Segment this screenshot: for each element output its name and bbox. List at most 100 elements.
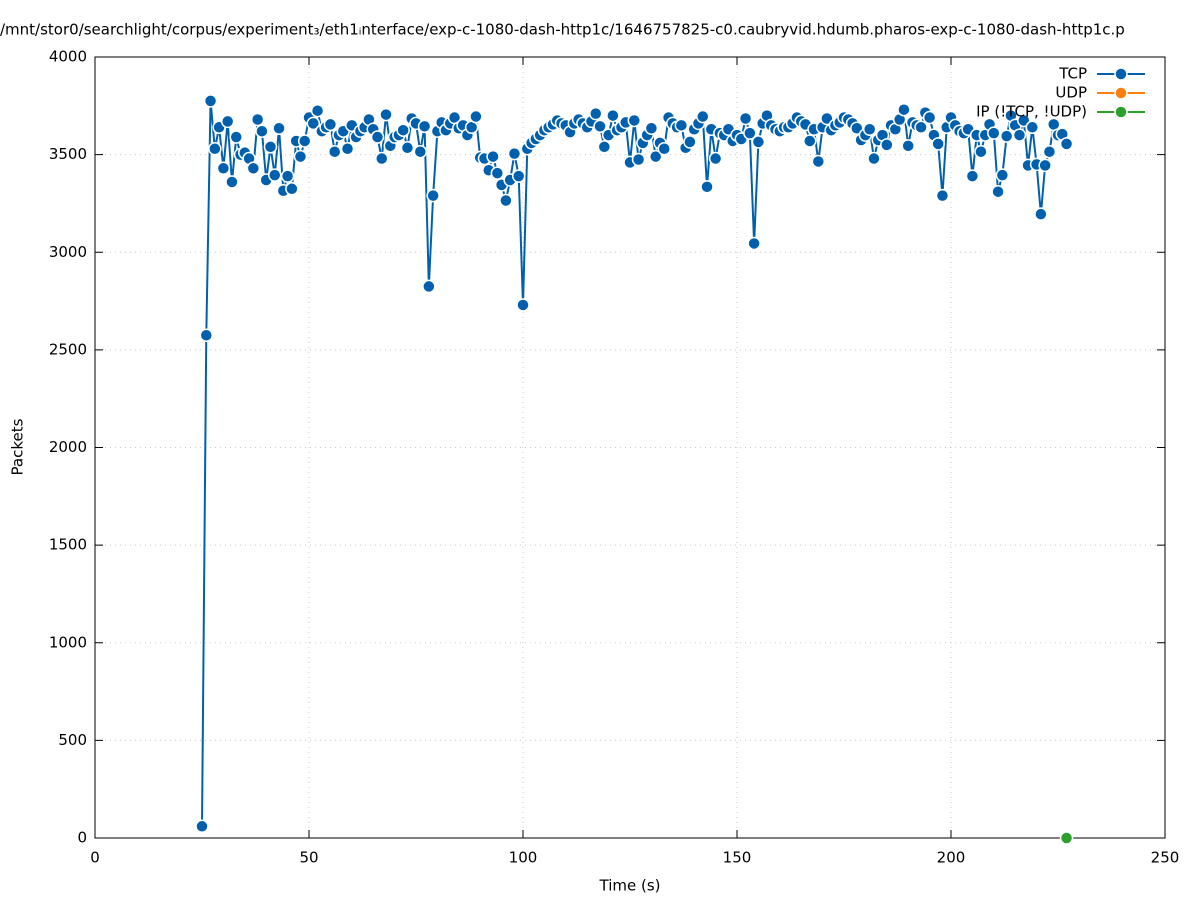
- legend-label: TCP: [1058, 65, 1087, 83]
- x-tick-label: 50: [299, 849, 318, 867]
- y-tick-label: 4000: [49, 48, 87, 66]
- data-point: [867, 151, 881, 166]
- data-point: [1034, 207, 1048, 221]
- legend-marker: [1114, 67, 1128, 81]
- data-point: [1025, 120, 1040, 135]
- x-tick-label: 0: [90, 849, 100, 867]
- data-point: [370, 130, 385, 144]
- data-point: [922, 110, 937, 125]
- data-point: [931, 137, 945, 151]
- series-line: [201, 100, 1068, 827]
- data-point: [987, 126, 1001, 140]
- data-point: [263, 140, 278, 154]
- data-point: [516, 298, 530, 312]
- data-point: [674, 118, 689, 133]
- x-tick-label: 200: [937, 849, 966, 867]
- x-tick-label: 100: [509, 849, 538, 867]
- data-point: [426, 188, 440, 203]
- x-tick-label: 250: [1151, 849, 1180, 867]
- data-point: [1059, 831, 1074, 845]
- data-point: [280, 169, 295, 183]
- data-point: [991, 184, 1005, 199]
- chart-title: /mnt/stor0/searchlight/corpus/experiment…: [0, 21, 1125, 39]
- y-tick-label: 3000: [49, 243, 87, 261]
- data-point: [195, 819, 209, 834]
- data-point: [606, 108, 620, 123]
- data-point: [250, 112, 265, 127]
- data-point: [220, 114, 235, 129]
- data-point: [811, 154, 826, 169]
- data-point: [708, 151, 723, 166]
- data-point: [285, 182, 299, 196]
- data-point: [297, 134, 312, 148]
- legend-marker: [1114, 86, 1128, 100]
- data-point: [225, 175, 239, 189]
- data-point: [803, 134, 817, 148]
- y-tick-label: 3500: [49, 145, 87, 163]
- data-point: [700, 180, 714, 194]
- data-point: [880, 138, 894, 152]
- data-point: [469, 109, 483, 124]
- data-point: [499, 193, 513, 208]
- data-point: [400, 141, 415, 155]
- y-tick-label: 0: [77, 829, 87, 847]
- data-point: [648, 149, 663, 164]
- data-point: [683, 135, 697, 149]
- data-point: [935, 188, 950, 203]
- y-tick-label: 500: [58, 731, 87, 749]
- x-tick-label: 150: [723, 849, 752, 867]
- y-tick-label: 2000: [49, 438, 87, 456]
- data-point: [413, 144, 428, 159]
- data-point: [999, 129, 1014, 143]
- data-point: [511, 169, 526, 183]
- data-point: [589, 106, 603, 121]
- data-point: [422, 279, 436, 294]
- y-tick-label: 1500: [49, 536, 87, 554]
- data-point: [216, 161, 231, 176]
- plot-border: [94, 56, 1166, 839]
- data-point: [1059, 137, 1074, 151]
- data-point: [272, 121, 286, 136]
- data-point: [965, 169, 980, 183]
- data-point: [850, 121, 864, 136]
- data-point: [743, 126, 757, 140]
- data-point: [747, 236, 761, 251]
- y-axis-label: Packets: [9, 418, 27, 475]
- data-point: [1012, 128, 1027, 142]
- data-point: [820, 111, 834, 126]
- data-point: [379, 107, 393, 122]
- data-point: [310, 103, 325, 118]
- data-point: [644, 121, 659, 136]
- data-point: [974, 144, 988, 159]
- data-point: [306, 116, 321, 131]
- x-axis-label: Time (s): [599, 877, 661, 895]
- data-point: [293, 149, 308, 164]
- data-point: [901, 139, 915, 153]
- data-point: [490, 166, 505, 180]
- data-point: [203, 94, 218, 108]
- data-point: [738, 111, 753, 126]
- legend-label: UDP: [1055, 84, 1087, 102]
- data-point: [199, 328, 214, 342]
- legend-marker: [1114, 105, 1128, 119]
- data-point: [597, 140, 612, 154]
- data-point: [1017, 113, 1031, 128]
- data-point: [696, 109, 710, 124]
- y-tick-label: 2500: [49, 340, 87, 358]
- data-point: [1038, 158, 1052, 173]
- data-point: [375, 151, 389, 166]
- data-point: [208, 142, 222, 156]
- data-point: [417, 119, 432, 134]
- data-point: [751, 135, 766, 149]
- data-point: [862, 122, 877, 136]
- data-point: [507, 146, 522, 161]
- data-point: [914, 120, 928, 135]
- data-point: [1042, 144, 1057, 159]
- data-point: [327, 144, 342, 159]
- data-point: [396, 123, 410, 137]
- data-point: [657, 142, 671, 156]
- data-point: [255, 124, 269, 138]
- data-point: [627, 113, 642, 128]
- data-point: [246, 161, 261, 176]
